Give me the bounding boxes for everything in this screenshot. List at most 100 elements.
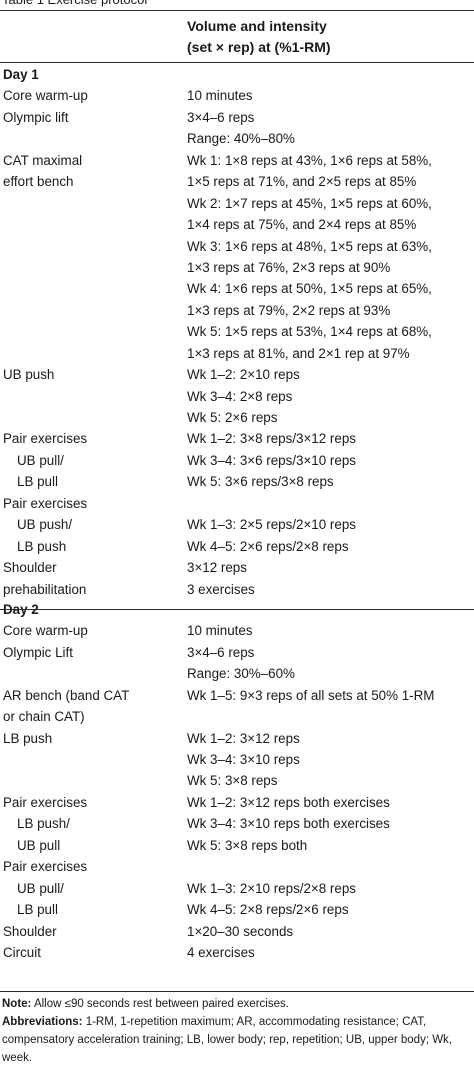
exercise-cell: UB push (3, 367, 55, 383)
exercise-cell: UB pull/ (17, 880, 64, 896)
exercise-cell: Olympic lift (3, 109, 69, 125)
volume-intensity-cell: Wk 3–4: 3×6 reps/3×10 reps (187, 452, 356, 468)
table-row: UB pull/Wk 3–4: 3×6 reps/3×10 reps (0, 450, 474, 471)
volume-intensity-cell: Wk 4: 1×6 reps at 50%, 1×5 reps at 65%, (187, 281, 432, 297)
volume-intensity-cell: Wk 1–2: 3×8 reps/3×12 reps (187, 431, 356, 447)
table-row: Pair exercises (0, 856, 474, 877)
volume-intensity-cell: Wk 5: 1×5 reps at 53%, 1×4 reps at 68%, (187, 324, 432, 340)
table-row: Range: 40%–80% (0, 128, 474, 149)
table-row: Range: 30%–60% (0, 663, 474, 684)
bottom-rule (0, 991, 474, 992)
volume-intensity-cell: Wk 3–4: 3×10 reps (187, 752, 300, 767)
table-row: Shoulder 1×20–30 seconds (0, 921, 474, 942)
volume-intensity-cell: Wk 1–2: 3×12 reps (187, 730, 300, 746)
table-row: LB pull Wk 4–5: 2×8 reps/2×6 reps (0, 899, 474, 920)
column-header-line2: (set × rep) at (%1-RM) (187, 39, 331, 55)
table-row: prehabilitation 3 exercises (0, 579, 474, 600)
exercise-cell: LB pull (17, 474, 58, 490)
table-row: Wk 5: 1×5 reps at 53%, 1×4 reps at 68%, (0, 321, 474, 342)
volume-intensity-cell: Wk 5: 3×8 reps both (187, 837, 308, 853)
table-row: Core warm-up 10 minutes (0, 85, 474, 106)
volume-intensity-cell: 1×3 reps at 79%, 2×2 reps at 93% (187, 302, 391, 318)
exercise-cell: prehabilitation (3, 581, 87, 597)
volume-intensity-cell: 3 exercises (187, 581, 255, 597)
table-row: Pair exercises Wk 1–2: 3×8 reps/3×12 reps (0, 428, 474, 449)
volume-intensity-cell: Wk 1–5: 9×3 reps of all sets at 50% 1-RM (187, 687, 435, 703)
exercise-cell: LB push (17, 538, 67, 554)
volume-intensity-cell: 3×12 reps (187, 560, 247, 576)
table-row: Day 1 (0, 64, 474, 85)
volume-intensity-cell: 3×4–6 reps (187, 644, 255, 660)
table-row: UB push/Wk 1–3: 2×5 reps/2×10 reps (0, 514, 474, 535)
exercise-cell: Pair exercises (3, 859, 88, 875)
volume-intensity-cell: 10 minutes (187, 623, 253, 639)
note-line: Note: Allow ≤90 seconds rest between pai… (2, 995, 472, 1013)
exercise-cell: LB pull (17, 902, 58, 918)
volume-intensity-cell: Wk 2: 1×7 reps at 45%, 1×5 reps at 60%, (187, 195, 432, 211)
table-row: CAT maximal Wk 1: 1×8 reps at 43%, 1×6 re… (0, 150, 474, 171)
volume-intensity-cell: Wk 1–3: 2×10 reps/2×8 reps (187, 880, 356, 896)
exercise-cell: effort bench (3, 174, 74, 190)
volume-intensity-cell: Wk 1: 1×8 reps at 43%, 1×6 reps at 58%, (187, 152, 432, 168)
table-row: Wk 5: 3×8 reps (0, 770, 474, 791)
abbreviations-text: 1-RM, 1-repetition maximum; AR, accommod… (2, 1016, 453, 1064)
volume-intensity-cell: Wk 5: 2×6 reps (187, 410, 278, 425)
exercise-cell: LB push (3, 730, 53, 746)
volume-intensity-cell: 1×5 reps at 71%, and 2×5 reps at 85% (187, 174, 417, 190)
exercise-cell: Olympic Lift (3, 644, 73, 660)
table-row: LB push Wk 1–2: 3×12 reps (0, 728, 474, 749)
table-row: Pair exercises (0, 493, 474, 514)
exercise-cell: CAT maximal (3, 152, 83, 168)
table-row: Circuit 4 exercises (0, 942, 474, 963)
table-row: LB push Wk 4–5: 2×6 reps/2×8 reps (0, 536, 474, 557)
exercise-cell: UB push/ (17, 517, 73, 533)
volume-intensity-cell: Wk 3–4: 2×8 reps (187, 388, 293, 404)
table-row: Core warm-up 10 minutes (0, 620, 474, 641)
table-row: Wk 5: 2×6 reps (0, 407, 474, 428)
table-row: Wk 3–4: 2×8 reps (0, 386, 474, 407)
exercise-cell: Circuit (3, 944, 41, 960)
volume-intensity-cell: Wk 3–4: 3×10 reps both exercises (187, 816, 390, 832)
table-row: LB push/Wk 3–4: 3×10 reps both exercises (0, 813, 474, 834)
table-row: Pair exercises Wk 1–2: 3×12 reps both exe… (0, 792, 474, 813)
exercise-cell: LB push/ (17, 816, 70, 832)
table-row: LB pull Wk 5: 3×6 reps/3×8 reps (0, 471, 474, 492)
exercise-cell: Pair exercises (3, 495, 88, 511)
exercise-cell: Day 1 (3, 67, 39, 82)
table-row: AR bench (band CAT Wk 1–5: 9×3 reps of al… (0, 685, 474, 706)
volume-intensity-cell: Wk 1–2: 2×10 reps (187, 367, 300, 383)
table-row: 1×3 reps at 76%, 2×3 reps at 90% (0, 257, 474, 278)
volume-intensity-cell: 1×3 reps at 81%, and 2×1 rep at 97% (187, 345, 410, 361)
table-row: 1×3 reps at 81%, and 2×1 rep at 97% (0, 343, 474, 364)
exercise-cell: Pair exercises (3, 794, 88, 810)
note-label: Note: (2, 998, 32, 1010)
table-row: or chain CAT) (0, 706, 474, 727)
table-row: effort bench 1×5 reps at 71%, and 2×5 rep… (0, 171, 474, 192)
table-row: Olympic Lift 3×4–6 reps (0, 642, 474, 663)
exercise-cell: Shoulder (3, 923, 57, 939)
volume-intensity-cell: 3×4–6 reps (187, 109, 255, 125)
volume-intensity-cell: Wk 5: 3×8 reps (187, 773, 278, 789)
volume-intensity-cell: 1×20–30 seconds (187, 923, 294, 939)
table-row: Shoulder 3×12 reps (0, 557, 474, 578)
volume-intensity-cell: Wk 5: 3×6 reps/3×8 reps (187, 474, 334, 490)
exercise-cell: Core warm-up (3, 88, 88, 104)
day-separator-rule (0, 609, 474, 610)
top-rule (0, 10, 474, 11)
table-row: 1×3 reps at 79%, 2×2 reps at 93% (0, 300, 474, 321)
table-row: Wk 3–4: 3×10 reps (0, 749, 474, 770)
volume-intensity-cell: 1×4 reps at 75%, and 2×4 reps at 85% (187, 217, 417, 233)
table-body: Day 1 Core warm-up 10 minutes Olympic lift 3… (0, 64, 474, 963)
volume-intensity-cell: 10 minutes (187, 88, 253, 104)
table-row: UB push Wk 1–2: 2×10 reps (0, 364, 474, 385)
exercise-cell: Core warm-up (3, 623, 88, 639)
volume-intensity-cell: Wk 4–5: 2×8 reps/2×6 reps (187, 902, 349, 918)
volume-intensity-cell: Wk 1–3: 2×5 reps/2×10 reps (187, 517, 356, 533)
exercise-cell: Shoulder (3, 560, 57, 576)
volume-intensity-cell: 1×3 reps at 76%, 2×3 reps at 90% (187, 259, 391, 275)
volume-intensity-cell: Wk 1–2: 3×12 reps both exercises (187, 794, 390, 810)
exercise-cell: Pair exercises (3, 431, 88, 447)
abbreviations-line: Abbreviations: 1-RM, 1-repetition maximu… (2, 1013, 472, 1067)
table-row: UB pull/Wk 1–3: 2×10 reps/2×8 reps (0, 878, 474, 899)
